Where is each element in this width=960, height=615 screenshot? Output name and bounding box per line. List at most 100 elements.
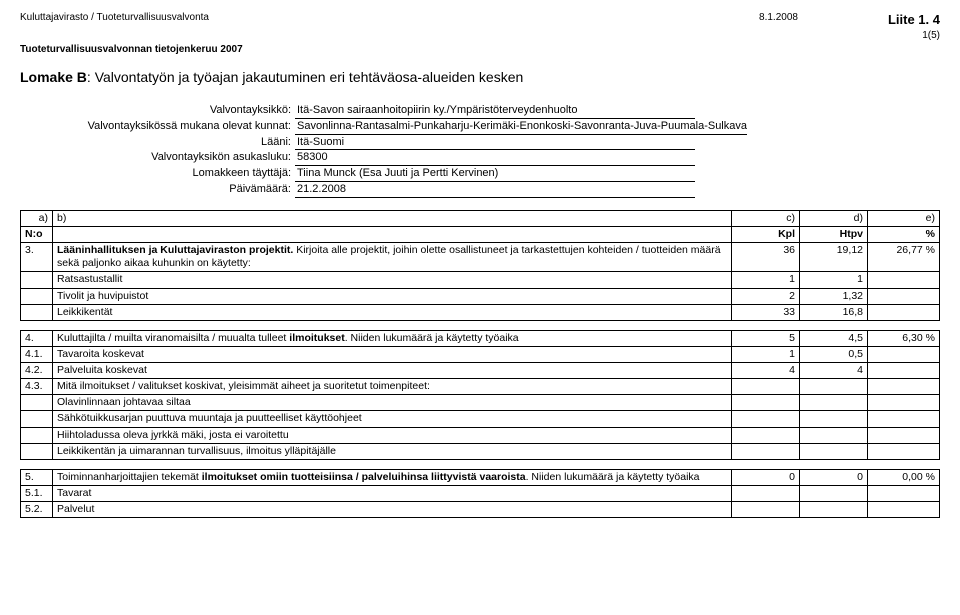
page-number: 1(5)	[888, 29, 940, 42]
row-no: 5.2.	[21, 502, 53, 518]
meta-value: Itä-Suomi	[295, 135, 695, 151]
meta-block: Valvontayksikkö:Itä-Savon sairaanhoitopi…	[80, 103, 940, 198]
row-kpl: 33	[732, 304, 800, 320]
row-pct	[868, 485, 940, 501]
row-text: Palvelut	[53, 502, 732, 518]
row-pct	[868, 427, 940, 443]
row-text: Tivolit ja huvipuistot	[53, 288, 732, 304]
col-no: N:o	[21, 227, 53, 243]
row-pct	[868, 288, 940, 304]
meta-label: Valvontayksikössä mukana olevat kunnat:	[80, 119, 295, 135]
blank	[53, 227, 732, 243]
meta-value: Savonlinna-Rantasalmi-Punkaharju-Kerimäk…	[295, 119, 747, 135]
row-kpl: 2	[732, 288, 800, 304]
row-text: Palveluita koskevat	[53, 363, 732, 379]
row-htpv: 1,32	[800, 288, 868, 304]
row-no	[21, 272, 53, 288]
row-kpl: 0	[732, 469, 800, 485]
col-c: c)	[732, 210, 800, 226]
row-text: Olavinlinnaan johtavaa siltaa	[53, 395, 732, 411]
row-no: 4.3.	[21, 379, 53, 395]
row-text: Tavarat	[53, 485, 732, 501]
row-text: Mitä ilmoitukset / valitukset koskivat, …	[53, 379, 732, 395]
row-htpv: 0	[800, 469, 868, 485]
attachment-label: Liite 1. 4	[888, 12, 940, 29]
col-b: b)	[53, 210, 732, 226]
row-no	[21, 288, 53, 304]
row-text: Tavaroita koskevat	[53, 346, 732, 362]
row-pct	[868, 363, 940, 379]
row-htpv: 16,8	[800, 304, 868, 320]
row-pct	[868, 411, 940, 427]
meta-label: Valvontayksikkö:	[80, 103, 295, 119]
row-no: 4.1.	[21, 346, 53, 362]
row-pct: 26,77 %	[868, 243, 940, 272]
meta-value: Tiina Munck (Esa Juuti ja Pertti Kervine…	[295, 166, 695, 182]
row-kpl	[732, 502, 800, 518]
meta-label: Valvontayksikön asukasluku:	[80, 150, 295, 166]
row-no	[21, 395, 53, 411]
row-text: Kuluttajilta / muilta viranomaisilta / m…	[53, 330, 732, 346]
row-pct	[868, 346, 940, 362]
row-pct: 6,30 %	[868, 330, 940, 346]
row-text: Lääninhallituksen ja Kuluttajaviraston p…	[53, 243, 732, 272]
row-htpv	[800, 427, 868, 443]
row-text: Sähkötuikkusarjan puuttuva muuntaja ja p…	[53, 411, 732, 427]
row-text: Hiihtoladussa oleva jyrkkä mäki, josta e…	[53, 427, 732, 443]
row-no: 5.	[21, 469, 53, 485]
meta-label: Päivämäärä:	[80, 182, 295, 198]
main-table: a)b)c)d)e) N:o KplHtpv% 3.Lääninhallituksen…	[20, 210, 940, 518]
row-kpl	[732, 485, 800, 501]
row-text: Leikkikentän ja uimarannan turvallisuus,…	[53, 443, 732, 459]
row-pct	[868, 502, 940, 518]
row-kpl	[732, 379, 800, 395]
agency-name: Kuluttajavirasto / Tuoteturvallisuusvalv…	[20, 12, 209, 23]
col-d: d)	[800, 210, 868, 226]
meta-label: Lomakkeen täyttäjä:	[80, 166, 295, 182]
row-pct: 0,00 %	[868, 469, 940, 485]
cell	[21, 320, 940, 330]
row-pct	[868, 395, 940, 411]
row-text: Ratsastustallit	[53, 272, 732, 288]
row-htpv	[800, 502, 868, 518]
row-htpv: 4	[800, 363, 868, 379]
row-kpl: 4	[732, 363, 800, 379]
row-kpl: 5	[732, 330, 800, 346]
row-no: 4.	[21, 330, 53, 346]
meta-value: 58300	[295, 150, 695, 166]
doc-subtitle: Tuoteturvallisuusvalvonnan tietojenkeruu…	[20, 44, 940, 55]
row-pct	[868, 379, 940, 395]
row-htpv: 19,12	[800, 243, 868, 272]
row-kpl: 36	[732, 243, 800, 272]
row-no: 5.1.	[21, 485, 53, 501]
meta-value: 21.2.2008	[295, 182, 695, 198]
row-kpl	[732, 443, 800, 459]
row-text: Toiminnanharjoittajien tekemät ilmoituks…	[53, 469, 732, 485]
row-htpv: 0,5	[800, 346, 868, 362]
col-a: a)	[21, 210, 53, 226]
col-kpl: Kpl	[732, 227, 800, 243]
row-no	[21, 427, 53, 443]
cell	[21, 459, 940, 469]
meta-label: Lääni:	[80, 135, 295, 151]
row-kpl	[732, 395, 800, 411]
row-no: 3.	[21, 243, 53, 272]
row-htpv: 1	[800, 272, 868, 288]
row-kpl: 1	[732, 272, 800, 288]
row-htpv	[800, 443, 868, 459]
row-htpv	[800, 395, 868, 411]
row-no	[21, 411, 53, 427]
row-htpv	[800, 485, 868, 501]
row-kpl	[732, 411, 800, 427]
row-pct	[868, 443, 940, 459]
col-htpv: Htpv	[800, 227, 868, 243]
meta-value: Itä-Savon sairaanhoitopiirin ky./Ympäris…	[295, 103, 695, 119]
row-kpl	[732, 427, 800, 443]
row-pct	[868, 304, 940, 320]
col-e: e)	[868, 210, 940, 226]
row-kpl: 1	[732, 346, 800, 362]
row-htpv: 4,5	[800, 330, 868, 346]
col-pct: %	[868, 227, 940, 243]
row-no: 4.2.	[21, 363, 53, 379]
row-no	[21, 443, 53, 459]
